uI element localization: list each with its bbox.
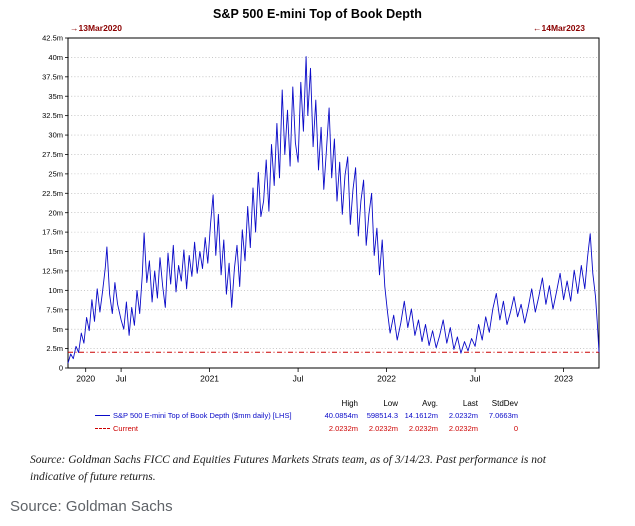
legend-current-series: Current <box>95 424 138 433</box>
y-tick-label: 40m <box>48 53 63 62</box>
y-tick-label: 35m <box>48 92 63 101</box>
x-tick-label: 2020 <box>76 374 95 384</box>
stat-depth-last: 2.0232m <box>448 411 478 420</box>
start-date-label: 13Mar2020 <box>78 23 122 33</box>
stats-col-low: Low <box>383 399 398 408</box>
x-tick-label: 2021 <box>200 374 219 384</box>
x-tick-label: Jul <box>116 374 127 384</box>
red-dashdot-swatch-icon <box>95 428 110 429</box>
chart-title: S&P 500 E-mini Top of Book Depth <box>212 7 422 21</box>
stats-values-depth: 40.0854m 598514.3 14.1612m 2.0232m 7.066… <box>318 411 518 420</box>
x-tick-label: Jul <box>293 374 304 384</box>
stat-current-high: 2.0232m <box>328 424 358 433</box>
x-tick-label: Jul <box>470 374 481 384</box>
start-arrow-icon: → <box>70 23 79 33</box>
x-tick-label: 2023 <box>554 374 573 384</box>
y-tick-label: 7.5m <box>46 305 63 314</box>
y-tick-label: 30m <box>48 131 63 140</box>
end-date-label: 14Mar2023 <box>541 23 585 33</box>
legend-depth-label: S&P 500 E-mini Top of Book Depth ($mm da… <box>113 411 292 420</box>
stat-current-last: 2.0232m <box>448 424 478 433</box>
plot-frame <box>67 37 600 369</box>
stats-col-high: High <box>341 399 358 408</box>
stat-depth-avg: 14.1612m <box>404 411 438 420</box>
stats-header: High Low Avg. Last StdDev <box>318 399 518 408</box>
stats-values-current: 2.0232m 2.0232m 2.0232m 2.0232m 0 <box>318 424 518 433</box>
legend-depth-series: S&P 500 E-mini Top of Book Depth ($mm da… <box>95 411 292 420</box>
y-tick-label: 10m <box>48 286 63 295</box>
y-tick-label: 42.5m <box>42 34 63 43</box>
y-tick-label: 17.5m <box>42 228 63 237</box>
stat-current-stddev: 0 <box>513 424 518 433</box>
stats-col-stddev: StdDev <box>491 399 518 408</box>
stats-col-avg: Avg. <box>422 399 438 408</box>
stat-current-low: 2.0232m <box>368 424 398 433</box>
source-note: Source: Goldman Sachs FICC and Equities … <box>30 454 546 483</box>
y-tick-label: 0 <box>59 364 63 373</box>
y-tick-label: 27.5m <box>42 150 63 159</box>
stat-depth-stddev: 7.0663m <box>488 411 518 420</box>
x-tick-label: 2022 <box>377 374 396 384</box>
y-tick-label: 25m <box>48 169 63 178</box>
end-date-annotation: ←14Mar2023 <box>533 23 585 33</box>
y-tick-label: 32.5m <box>42 111 63 120</box>
depth-line <box>67 56 600 364</box>
stat-current-avg: 2.0232m <box>408 424 438 433</box>
y-tick-label: 12.5m <box>42 267 63 276</box>
stats-col-last: Last <box>462 399 478 408</box>
y-tick-label: 22.5m <box>42 189 63 198</box>
legend-current-label: Current <box>113 424 139 433</box>
start-date-annotation: →13Mar2020 <box>70 23 122 33</box>
y-tick-label: 5m <box>53 325 63 334</box>
stat-depth-high: 40.0854m <box>324 411 358 420</box>
y-tick-label: 15m <box>48 247 63 256</box>
blue-line-swatch-icon <box>95 415 110 416</box>
end-arrow-icon: ← <box>533 23 542 33</box>
chart-plot: 0 2.5m 5m 7.5m 10m 12.5m 15m 17.5m 20m 22.5m 25m 27… <box>42 34 600 384</box>
footer-source: Source: Goldman Sachs <box>10 498 173 515</box>
stat-depth-low: 598514.3 <box>366 411 398 420</box>
y-tick-label: 37.5m <box>42 72 63 81</box>
y-tick-label: 2.5m <box>46 344 63 353</box>
y-tick-label: 20m <box>48 208 63 217</box>
